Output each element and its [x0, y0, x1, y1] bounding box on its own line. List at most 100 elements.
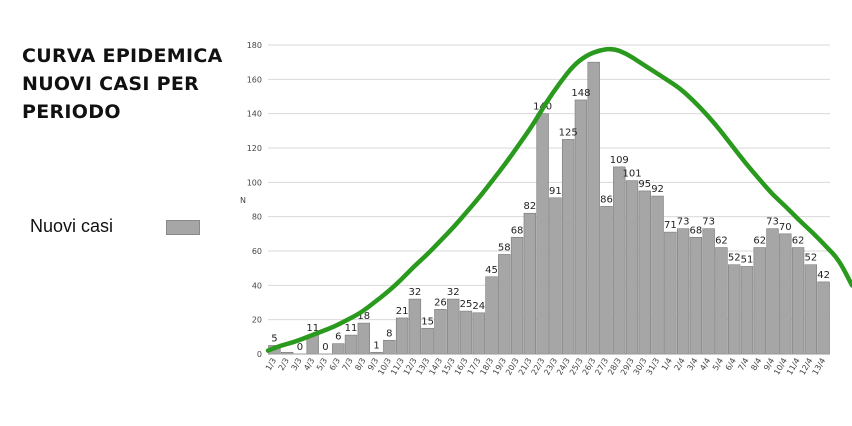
bar: [651, 195, 664, 355]
data-label: 73: [702, 217, 715, 228]
x-tick-label: 2/3: [277, 357, 291, 373]
data-label: 62: [753, 236, 766, 247]
title-line-2: NUOVI CASI PER: [22, 73, 200, 95]
data-label: 62: [792, 236, 805, 247]
data-label: 11: [345, 323, 358, 334]
legend-label: Nuovi casi: [30, 216, 114, 236]
data-label: 8: [386, 328, 392, 339]
bar: [447, 298, 460, 355]
x-axis: 1/32/33/34/35/36/37/38/39/310/311/312/31…: [264, 353, 830, 377]
data-label: 125: [559, 127, 578, 138]
bar: [357, 322, 370, 355]
y-tick-label: 180: [247, 41, 262, 50]
data-label: 68: [690, 225, 703, 236]
bar: [625, 180, 639, 355]
y-axis: 0 20 40 60 80 100 120 140 160 180: [247, 41, 262, 359]
y-tick-label: 100: [247, 178, 262, 187]
bar: [766, 228, 779, 355]
bar: [664, 231, 677, 355]
x-tick-label: 2/4: [673, 357, 687, 373]
y-axis-label: N: [240, 196, 246, 205]
title-line-1: CURVA EPIDEMICA: [22, 45, 223, 67]
bar: [472, 312, 485, 355]
bar: [395, 317, 409, 355]
data-label: 0: [297, 342, 303, 353]
data-label: 101: [622, 169, 641, 180]
bar: [498, 254, 511, 355]
bar: [791, 247, 805, 355]
x-tick-label: 6/4: [724, 357, 738, 373]
bar: [434, 309, 447, 355]
y-tick-label: 0: [257, 350, 262, 359]
trend-curve: [265, 46, 852, 353]
data-label: 148: [571, 88, 590, 99]
x-tick-label: 8/4: [749, 357, 763, 373]
x-tick-label: 8/3: [353, 357, 367, 373]
bar: [485, 276, 498, 355]
y-tick-label: 40: [252, 281, 262, 290]
data-label: 92: [651, 184, 664, 195]
data-label: 62: [715, 236, 728, 247]
data-label: 51: [741, 254, 754, 265]
data-label: 5: [271, 333, 277, 344]
bar: [587, 61, 600, 355]
bar: [638, 190, 651, 355]
bar: [408, 298, 422, 355]
bar: [549, 197, 562, 355]
x-tick-label: 31/3: [645, 357, 662, 377]
data-label: 82: [523, 201, 536, 212]
x-tick-label: 5/3: [315, 357, 329, 373]
bar: [753, 247, 766, 355]
data-label: 95: [638, 179, 651, 190]
bar: [817, 281, 830, 355]
x-tick-label: 3/3: [289, 357, 303, 373]
x-tick-label: 3/4: [685, 357, 699, 373]
x-tick-label: 4/3: [302, 357, 316, 373]
data-label: 73: [766, 217, 779, 228]
x-tick-label: 7/3: [341, 357, 355, 373]
y-tick-label: 20: [252, 316, 262, 325]
data-label: 109: [610, 155, 629, 166]
bar: [728, 264, 741, 355]
data-label: 11: [306, 323, 319, 334]
bar: [600, 206, 613, 355]
legend: Nuovi casi: [30, 216, 200, 237]
x-tick-label: 5/4: [711, 357, 725, 373]
data-label: 42: [817, 270, 830, 281]
y-tick-label: 120: [247, 144, 262, 153]
data-label: 18: [357, 311, 370, 322]
data-label: 0: [322, 342, 328, 353]
bar: [561, 139, 575, 355]
bar: [383, 339, 396, 355]
x-tick-label: 6/3: [328, 357, 342, 373]
data-label: 32: [409, 287, 422, 298]
bar: [804, 264, 818, 355]
y-tick-label: 60: [252, 247, 262, 256]
bar: [536, 113, 549, 355]
data-label: 52: [804, 253, 817, 264]
data-label: 15: [421, 316, 434, 327]
x-tick-label: 7/4: [736, 357, 750, 373]
legend-swatch: [166, 220, 200, 235]
chart-title: CURVA EPIDEMICA NUOVI CASI PER PERIODO: [22, 42, 242, 126]
data-label: 6: [335, 332, 341, 343]
data-label: 91: [549, 186, 562, 197]
data-label: 32: [447, 287, 460, 298]
bar: [344, 334, 358, 355]
data-label: 71: [664, 220, 677, 231]
y-tick-label: 160: [247, 75, 262, 84]
y-tick-label: 80: [252, 213, 262, 222]
data-label: 21: [396, 306, 409, 317]
data-label: 86: [600, 194, 613, 205]
bar: [332, 343, 345, 355]
title-line-3: PERIODO: [22, 101, 121, 123]
x-tick-label: 13/4: [811, 357, 828, 377]
bar: [715, 247, 728, 355]
data-label: 24: [472, 301, 485, 312]
bar: [421, 327, 434, 355]
bar: [459, 310, 473, 355]
data-label: 26: [434, 297, 447, 308]
x-tick-label: 4/4: [698, 357, 712, 373]
x-tick-label: 1/3: [264, 357, 278, 373]
data-label: 68: [511, 225, 524, 236]
